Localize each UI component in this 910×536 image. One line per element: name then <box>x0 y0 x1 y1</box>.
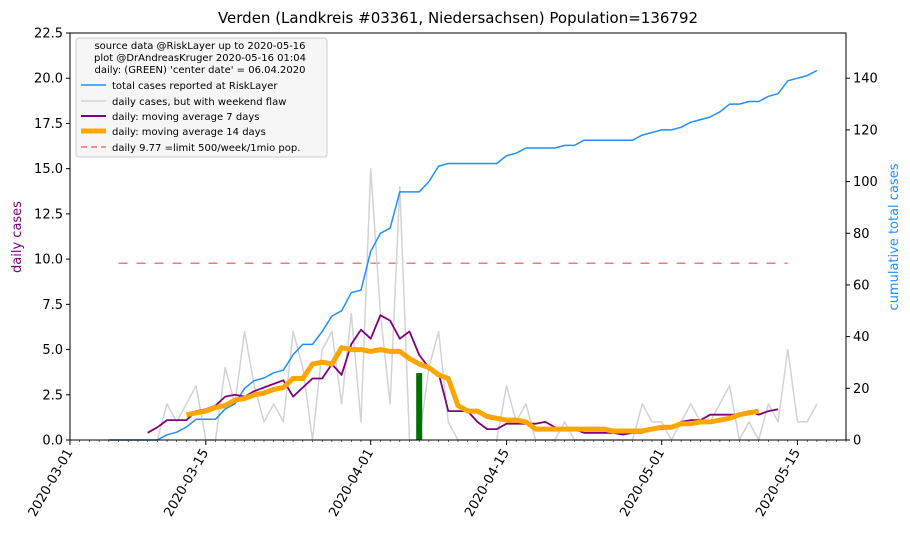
y-left-tick-label: 17.5 <box>34 117 63 132</box>
plot-area <box>108 69 818 441</box>
y-left-tick-label: 2.5 <box>42 388 63 403</box>
y-right-tick-label: 140 <box>853 72 878 87</box>
y-axis-right: 0 20 40 60 80 100 120 140 <box>846 72 878 449</box>
y-left-tick-label: 15.0 <box>34 162 63 177</box>
y-left-tick-label: 0.0 <box>42 434 63 449</box>
y-left-tick-label: 12.5 <box>34 207 63 222</box>
legend-label-ma14: daily: moving average 14 days <box>112 127 266 138</box>
y-right-tick-label: 80 <box>853 227 870 242</box>
y-axis-left-label: daily cases <box>10 201 25 273</box>
y-left-tick-label: 20.0 <box>34 72 63 87</box>
y-axis-right-label: cumulative total cases <box>887 163 902 310</box>
legend-box <box>75 37 328 158</box>
y-right-tick-label: 100 <box>853 175 878 190</box>
y-right-tick-label: 60 <box>853 278 870 293</box>
y-left-tick-label: 5.0 <box>42 343 63 358</box>
y-right-tick-label: 20 <box>853 382 870 397</box>
legend: source data @RiskLayer up to 2020-05-16 … <box>75 37 328 158</box>
series-line-0 <box>108 69 818 441</box>
y-left-tick-label: 7.5 <box>42 298 63 313</box>
source-line-1: source data @RiskLayer up to 2020-05-16 <box>94 41 305 52</box>
y-axis-left: 0.0 2.5 5.0 7.5 10.0 12.5 15.0 17.5 20.0 22.5 <box>34 27 70 449</box>
y-left-tick-label: 10.0 <box>34 253 63 268</box>
y-left-tick-label: 22.5 <box>34 27 63 42</box>
source-line-3: daily: (GREEN) 'center date' = 06.04.202… <box>95 65 306 76</box>
y-right-tick-label: 120 <box>853 123 878 138</box>
chart-title: Verden (Landkreis #03361, Niedersachsen)… <box>218 9 698 27</box>
series-line-3 <box>185 345 760 434</box>
y-right-tick-label: 0 <box>853 434 861 449</box>
source-line-2: plot @DrAndreasKruger 2020-05-16 01:04 <box>94 53 306 64</box>
legend-label-ma7: daily: moving average 7 days <box>112 112 259 123</box>
legend-label-limit: daily 9.77 =limit 500/week/1mio pop. <box>112 143 300 154</box>
y-right-tick-label: 40 <box>853 330 870 345</box>
legend-label-total: total cases reported at RiskLayer <box>112 81 278 92</box>
plot-frame <box>69 32 847 441</box>
center-date-bar <box>416 373 423 440</box>
legend-label-daily: daily cases, but with weekend flaw <box>112 97 286 108</box>
